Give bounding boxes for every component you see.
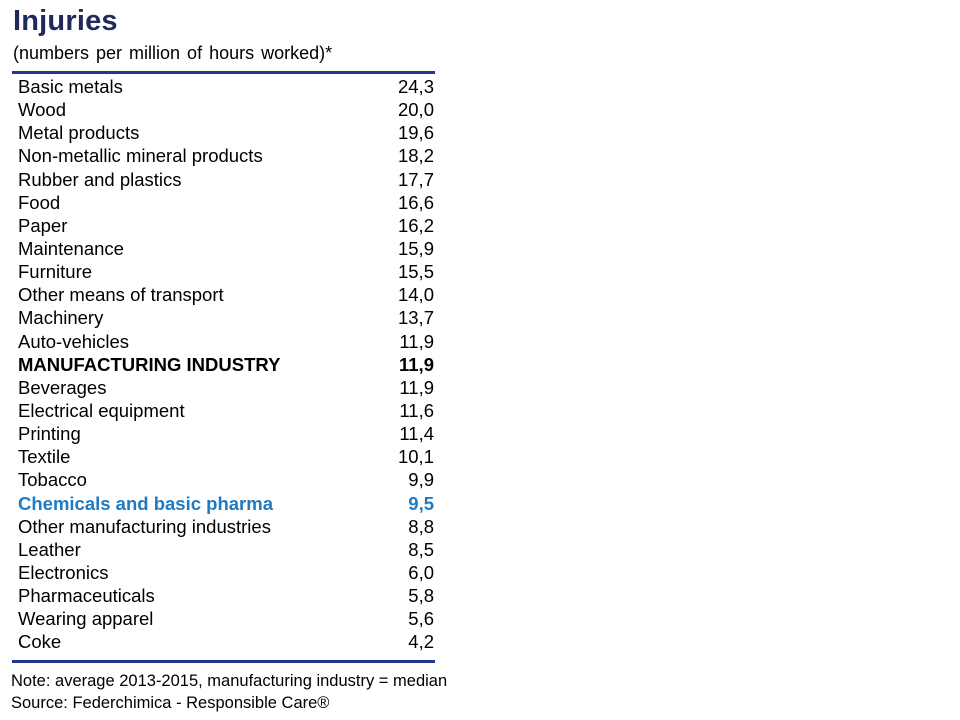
table-row: Other manufacturing industries 8,8 [18,515,434,538]
row-value: 10,1 [397,446,434,468]
row-label: Pharmaceuticals [18,585,155,607]
table-row: Beverages 11,9 [18,376,434,399]
row-value: 11,4 [399,423,434,445]
row-value: 9,9 [408,469,434,491]
injury-table: Basic metals 24,3 Wood 20,0 Metal products 19… [18,75,434,654]
row-value: 11,9 [399,376,434,398]
row-value: 14,0 [397,284,434,306]
row-label: Rubber and plastics [18,168,182,190]
row-label: Machinery [18,307,104,329]
row-label: Leather [18,538,81,560]
table-row: Textile 10,1 [18,445,434,468]
row-value: 5,6 [408,608,434,630]
row-label: Basic metals [18,76,123,97]
row-label: Textile [18,446,71,468]
footnote: Note: average 2013-2015, manufacturing i… [11,672,448,690]
row-label: Chemicals and basic pharma [18,492,273,514]
row-value: 11,9 [399,353,434,375]
table-row: Auto-vehicles 11,9 [18,330,434,353]
table-row: Chemicals and basic pharma 9,5 [18,492,434,515]
row-label: Tobacco [18,469,87,491]
table-row: Machinery 13,7 [18,306,434,329]
table-row: Food 16,6 [18,191,434,214]
table-row: Electronics 6,0 [18,561,434,584]
row-value: 18,2 [397,145,434,167]
row-value: 16,6 [397,191,434,213]
row-label: Electronics [18,561,109,583]
row-label: Printing [18,423,81,445]
row-value: 8,8 [408,515,434,537]
row-label: Food [18,191,61,213]
source-note: Source: Federchimica - Responsible Care® [11,694,330,712]
table-row: MANUFACTURING INDUSTRY 11,9 [18,353,434,376]
row-value: 15,5 [397,261,434,283]
table-bottom-rule [12,660,435,663]
table-row: Basic metals 24,3 [18,75,434,98]
table-row: Printing 11,4 [18,422,434,445]
row-label: Wood [18,99,66,121]
row-value: 6,0 [408,561,434,583]
row-label: Wearing apparel [18,608,154,630]
row-label: MANUFACTURING INDUSTRY [18,353,281,375]
row-value: 13,7 [397,307,434,329]
table-row: Tobacco 9,9 [18,468,434,491]
table-row: Wood 20,0 [18,98,434,121]
row-value: 19,6 [397,122,434,144]
row-label: Maintenance [18,237,124,259]
row-label: Non-metallic mineral products [18,145,263,167]
row-label: Metal products [18,122,140,144]
row-label: Beverages [18,376,107,398]
table-row: Furniture 15,5 [18,260,434,283]
row-value: 20,0 [397,99,434,121]
table-row: Leather 8,5 [18,538,434,561]
row-value: 15,9 [397,237,434,259]
row-label: Auto-vehicles [18,330,130,352]
row-value: 5,8 [408,585,434,607]
row-label: Furniture [18,261,93,283]
row-label: Other means of transport [18,284,224,306]
table-row: Wearing apparel 5,6 [18,607,434,630]
row-label: Other manufacturing industries [18,515,271,537]
table-row: Paper 16,2 [18,214,434,237]
table-row: Rubber and plastics 17,7 [18,168,434,191]
row-value: 8,5 [408,538,434,560]
row-label: Coke [18,631,62,653]
table-top-rule [12,71,435,74]
row-value: 11,9 [399,330,434,352]
row-value: 4,2 [408,631,434,653]
row-value: 24,3 [397,76,434,97]
row-value: 9,5 [408,492,434,514]
table-row: Metal products 19,6 [18,121,434,144]
table-row: Other means of transport 14,0 [18,283,434,306]
table-row: Maintenance 15,9 [18,237,434,260]
row-value: 17,7 [397,168,434,190]
row-value: 11,6 [399,399,434,421]
table-row: Coke 4,2 [18,630,434,653]
page-title: Injuries [13,5,118,37]
page-subtitle: (numbers per million of hours worked)* [13,43,333,63]
table-row: Electrical equipment 11,6 [18,399,434,422]
row-label: Electrical equipment [18,399,185,421]
table-row: Non-metallic mineral products 18,2 [18,144,434,167]
row-value: 16,2 [397,214,434,236]
table-row: Pharmaceuticals 5,8 [18,584,434,607]
row-label: Paper [18,214,68,236]
